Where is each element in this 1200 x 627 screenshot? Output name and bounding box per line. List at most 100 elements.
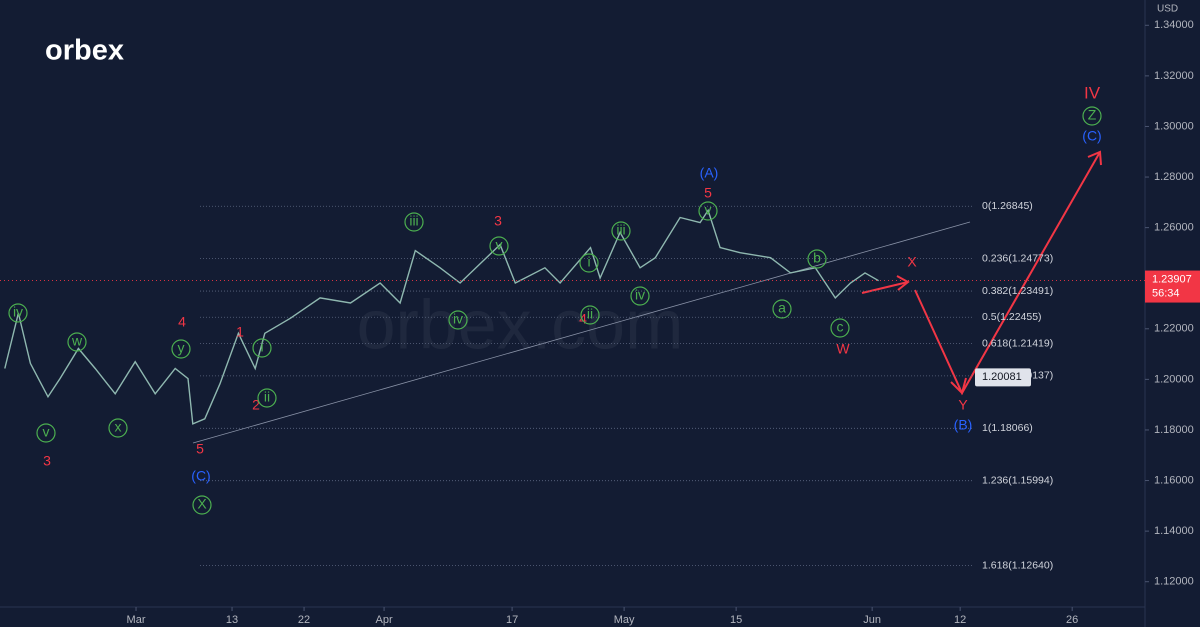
wave-label: iv	[13, 304, 23, 320]
arrow-head	[1087, 150, 1102, 166]
wave-label: c	[837, 319, 844, 335]
wave-label: 4	[579, 311, 587, 327]
fib-label: 0.618(1.21419)	[982, 337, 1053, 349]
last-price-label: 1.23907	[1152, 273, 1192, 285]
wave-circle	[807, 249, 827, 269]
wave-label: b	[813, 250, 821, 266]
wave-label: v	[496, 237, 503, 253]
wave-label: 5	[704, 185, 712, 201]
target-label: 1.20081	[982, 371, 1022, 383]
currency: USD	[1157, 4, 1178, 15]
logo: orbex	[45, 35, 124, 67]
y-tick-label: 1.18000	[1154, 424, 1194, 436]
wave-label: 3	[494, 213, 502, 229]
wave-label: i	[260, 339, 263, 355]
y-tick-label: 1.30000	[1154, 120, 1194, 132]
wave-circle	[404, 212, 424, 232]
fib-label: 1(1.18066)	[982, 422, 1033, 434]
wave-circle	[1082, 106, 1102, 126]
target-box	[975, 368, 1031, 387]
y-tick-label: 1.20000	[1154, 373, 1194, 385]
y-tick-label: 1.22000	[1154, 323, 1194, 335]
wave-label: x	[115, 419, 122, 435]
trend-line	[192, 221, 971, 444]
wave-label: IV	[1084, 83, 1101, 102]
arrow-head	[950, 377, 967, 395]
wave-circle	[8, 303, 28, 323]
fib-label: 1.236(1.15994)	[982, 474, 1053, 486]
x-tick-label: 12	[954, 614, 966, 626]
arrow-head	[896, 275, 910, 291]
wave-label: 2	[252, 397, 260, 413]
wave-circle	[252, 338, 272, 358]
wave-label: X	[197, 496, 207, 512]
wave-label: 1	[236, 324, 244, 340]
wave-circle	[67, 332, 87, 352]
watermark: orbex.com	[357, 285, 684, 363]
wave-circle	[489, 236, 509, 256]
wave-label: ii	[264, 389, 270, 405]
wave-label: (C)	[1082, 128, 1101, 144]
x-tick-label: Mar	[127, 614, 146, 626]
wave-circle	[192, 495, 212, 515]
wave-label: iii	[409, 213, 418, 229]
last-price-box	[1145, 270, 1200, 303]
wave-circle	[580, 305, 600, 325]
wave-label: (C)	[191, 468, 210, 484]
fib-label: 0(1.26845)	[982, 200, 1033, 212]
x-tick-label: 13	[226, 614, 238, 626]
wave-label: (A)	[700, 165, 719, 181]
wave-circle	[830, 318, 850, 338]
y-tick-label: 1.12000	[1154, 576, 1194, 588]
wave-label: W	[836, 341, 850, 357]
x-tick-label: May	[614, 614, 635, 626]
wave-label: iii	[616, 222, 625, 238]
price-line	[4, 208, 879, 425]
y-tick-label: 1.16000	[1154, 474, 1194, 486]
fib-label: 0.382(1.23491)	[982, 285, 1053, 297]
wave-circle	[36, 423, 56, 443]
wave-label: iv	[635, 287, 645, 303]
y-tick-label: 1.34000	[1154, 19, 1194, 31]
x-tick-label: 17	[506, 614, 518, 626]
y-tick-label: 1.26000	[1154, 222, 1194, 234]
countdown: 56:34	[1152, 287, 1180, 299]
x-tick-label: Jun	[863, 614, 881, 626]
wave-label: ii	[587, 306, 593, 322]
wave-label: Z	[1088, 107, 1097, 123]
x-tick-label: 26	[1066, 614, 1078, 626]
wave-label: w	[71, 333, 83, 349]
wave-circle	[698, 201, 718, 221]
wave-circle	[171, 339, 191, 359]
wave-label: iv	[453, 311, 463, 327]
fib-label: 0.236(1.24773)	[982, 252, 1053, 264]
y-tick-label: 1.28000	[1154, 171, 1194, 183]
wave-label: Y	[958, 397, 968, 413]
wave-label: 4	[178, 314, 186, 330]
fib-label: 1.618(1.12640)	[982, 559, 1053, 571]
wave-label: a	[778, 300, 786, 316]
wave-label: 5	[196, 441, 204, 457]
wave-label: X	[907, 254, 917, 270]
wave-label: 3	[43, 453, 51, 469]
wave-label: i	[587, 254, 590, 270]
y-tick-label: 1.32000	[1154, 70, 1194, 82]
wave-label: v	[43, 424, 50, 440]
wave-circle	[630, 286, 650, 306]
wave-label: v	[705, 202, 712, 218]
wave-circle	[579, 253, 599, 273]
wave-label: (B)	[954, 417, 973, 433]
y-tick-label: 1.14000	[1154, 525, 1194, 537]
wave-label: y	[178, 340, 185, 356]
x-tick-label: 15	[730, 614, 742, 626]
x-tick-label: 22	[298, 614, 310, 626]
wave-circle	[448, 310, 468, 330]
wave-circle	[772, 299, 792, 319]
wave-circle	[611, 221, 631, 241]
wave-circle	[108, 418, 128, 438]
fib-label: 0.5(1.22455)	[982, 311, 1042, 323]
wave-circle	[257, 388, 277, 408]
